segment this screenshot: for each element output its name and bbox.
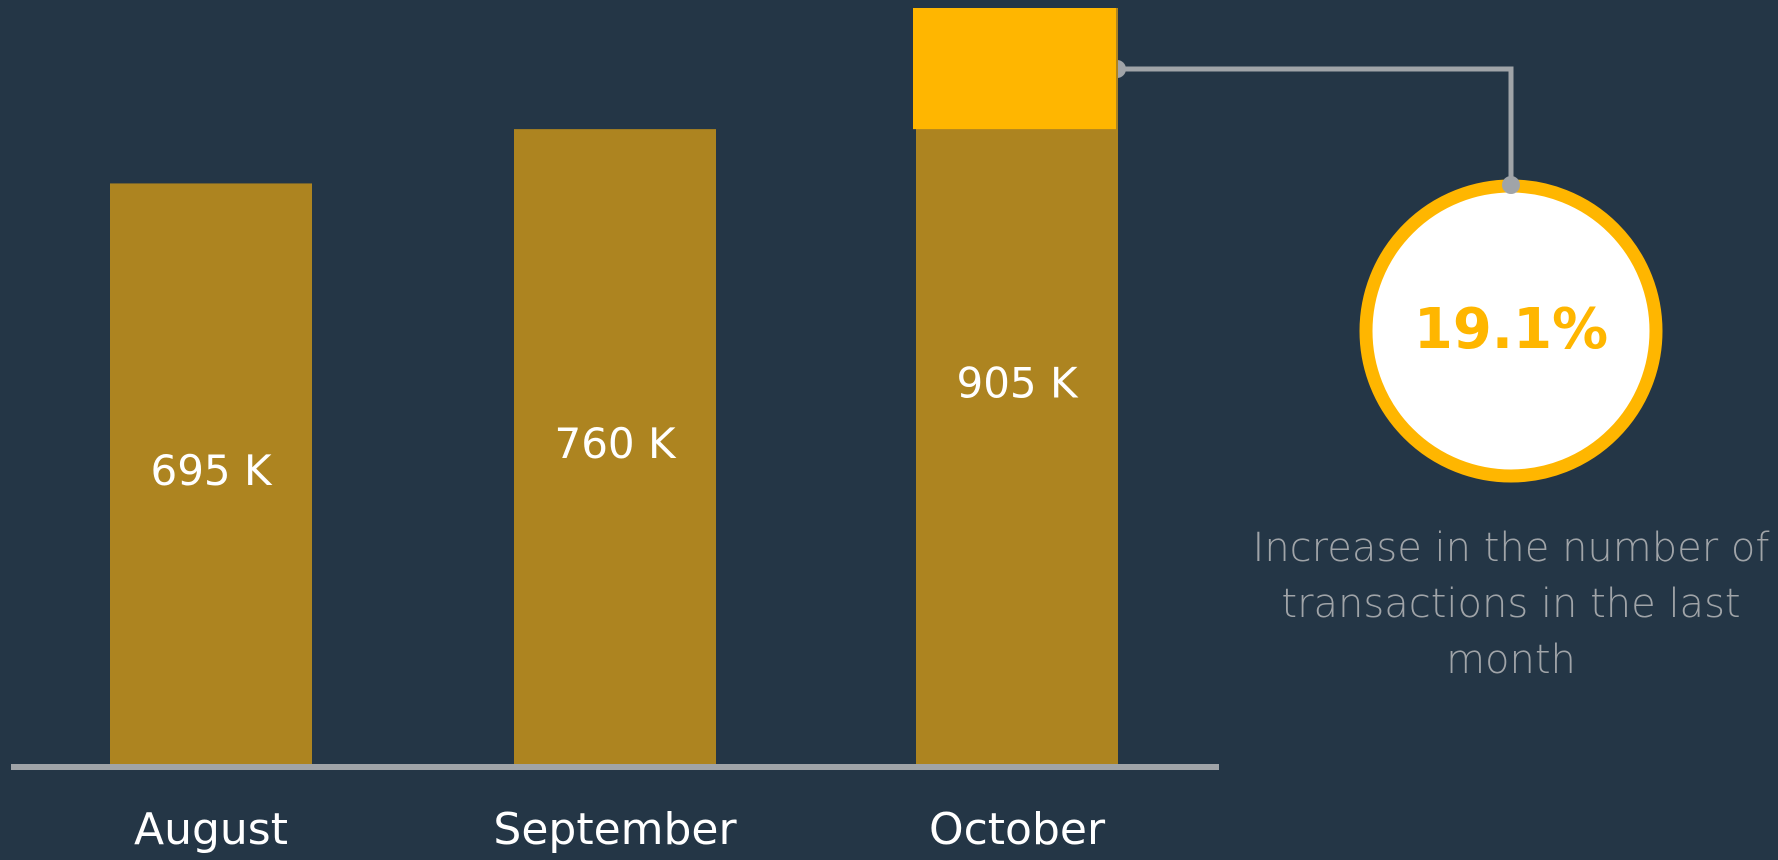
x-tick-label: September (493, 804, 737, 855)
annotation-text: Increase in the number of transactions i… (1252, 525, 1770, 683)
bar (110, 183, 312, 764)
annotation-label: 19.1% (1414, 297, 1608, 362)
x-tick-label: October (929, 804, 1106, 855)
bar (916, 8, 1118, 764)
bar (514, 129, 716, 764)
value-label: 905 K (956, 359, 1079, 408)
x-tick-label: August (134, 804, 288, 855)
bar-increase (913, 8, 1116, 130)
connector (1117, 66, 1514, 185)
connector-dot (1502, 176, 1520, 194)
value-label: 760 K (554, 419, 677, 468)
value-label: 695 K (150, 446, 273, 495)
